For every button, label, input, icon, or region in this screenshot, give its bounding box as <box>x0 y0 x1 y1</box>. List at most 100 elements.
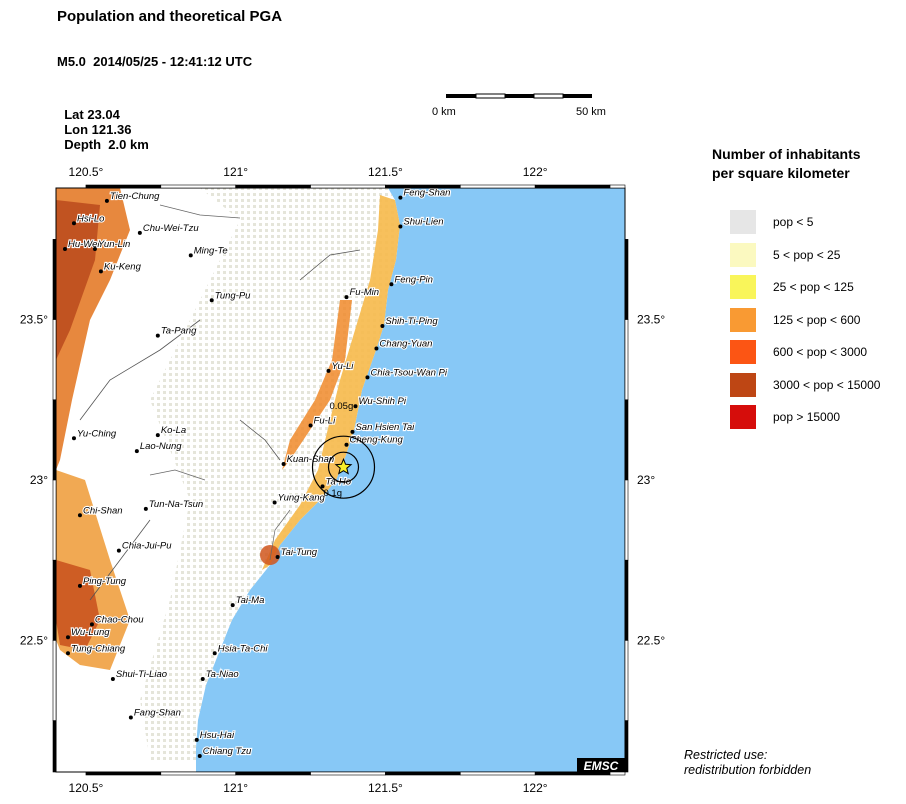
river-lines <box>79 249 361 601</box>
city-label: Tai-Tung <box>281 547 318 558</box>
frame-segment <box>459 771 536 776</box>
rift-valley-population <box>282 300 352 470</box>
frame-segment <box>160 184 236 189</box>
city-marker <box>77 513 82 518</box>
frame-segment <box>459 184 536 189</box>
city-label: Chia-Jui-Pu <box>122 541 172 552</box>
legend-label: 25 < pop < 125 <box>773 280 854 294</box>
city-marker <box>143 506 148 511</box>
scale-left-label: 0 km <box>432 106 456 118</box>
population-map[interactable]: Tien-Chung Hsi-Lo Chu-Wei-Tzu Hu-WeiYun-Lin… <box>0 0 680 804</box>
city-marker <box>71 436 76 441</box>
city-label: Wu-Lung <box>71 627 110 638</box>
frame-segment <box>235 771 311 776</box>
legend-label: pop < 5 <box>773 215 814 229</box>
city-marker <box>353 404 358 409</box>
axis-tick-label: 121.5° <box>368 781 403 795</box>
scale-bar: 0 km 50 km <box>432 93 606 118</box>
frame-segment <box>624 479 629 561</box>
city-marker <box>134 449 139 454</box>
emsc-logo: EMSC <box>584 759 619 773</box>
frame-segment <box>52 559 57 641</box>
city-label: Yung-Kang <box>278 492 326 503</box>
legend-label: 125 < pop < 600 <box>773 312 861 327</box>
city-label: Tun-Na-Tsun <box>149 499 203 510</box>
axis-tick-label: 120.5° <box>69 165 104 179</box>
legend-swatch <box>730 340 756 364</box>
axis-tick-label: 23.5° <box>637 313 665 327</box>
city-label: Ta-Niao <box>206 669 239 680</box>
city-marker <box>398 224 403 229</box>
city-label: Yu-Ching <box>77 428 117 439</box>
longitude: Lon 121.36 <box>64 122 132 137</box>
city-label: Shih-Ti-Ping <box>385 316 438 327</box>
city-marker <box>350 429 355 434</box>
county-boundary-lines <box>149 204 291 561</box>
city-label: Tien-Chung <box>110 191 160 202</box>
city-label: Feng-Shan <box>403 188 450 199</box>
latitude: Lat 23.04 <box>64 107 120 122</box>
city-markers: Tien-Chung Hsi-Lo Chu-Wei-Tzu Hu-WeiYun-Lin… <box>62 188 452 758</box>
city-label: Chi-Shan <box>83 505 123 516</box>
city-marker <box>116 548 121 553</box>
depth: Depth 2.0 km <box>64 137 149 152</box>
legend-swatch <box>730 210 756 234</box>
legend-swatch <box>730 307 756 332</box>
city-marker <box>374 346 379 351</box>
frame-segment <box>624 720 629 773</box>
city-marker <box>275 555 280 560</box>
city-marker <box>365 375 370 380</box>
city-label: Tung-Chiang <box>71 643 126 654</box>
legend-label: 3000 < pop < 15000 <box>773 377 881 392</box>
city-label: Hsi-Lo <box>77 213 104 224</box>
frame-segment <box>310 184 386 189</box>
frame-segment <box>624 399 629 481</box>
city-label: Chao-Chou <box>95 614 144 625</box>
map-title: Population and theoretical PGA <box>57 8 283 25</box>
city-label: Wu-Shih Pi <box>358 396 406 407</box>
low-population-texture <box>140 188 400 760</box>
pga-label-0-1g: 0.1g <box>323 488 342 499</box>
frame-segment <box>52 319 57 401</box>
legend-title-line1: Number of inhabitants <box>712 146 861 162</box>
south-plain-population-dense <box>56 560 100 650</box>
taitung-city-population <box>260 545 280 565</box>
legend-swatch <box>730 242 756 267</box>
axis-tick-label: 121.5° <box>368 165 403 179</box>
city-marker <box>398 195 403 200</box>
city-label: Fang-Shan <box>134 707 181 718</box>
city-label: Yun-Lin <box>98 239 130 250</box>
city-label: Tung-Pu <box>215 290 251 301</box>
west-plain-population-dense <box>56 200 100 360</box>
legend-label: 5 < pop < 25 <box>773 247 841 262</box>
city-marker <box>77 583 82 588</box>
event-info: M5.0 2014/05/25 - 12:41:12 UTC <box>57 54 253 69</box>
city-marker <box>65 635 70 640</box>
city-marker <box>380 323 385 328</box>
legend-swatch <box>730 275 756 299</box>
frame-segment <box>609 184 626 189</box>
city-marker <box>110 676 115 681</box>
city-marker <box>197 753 202 758</box>
city-label: Hsia-Ta-Chi <box>218 643 269 654</box>
city-label: Shui-Lien <box>403 217 443 228</box>
city-marker <box>98 269 103 274</box>
legend-swatch <box>730 405 756 429</box>
city-marker <box>320 484 325 489</box>
city-label: Ming-Te <box>194 245 228 256</box>
city-label: Cheng-Kung <box>349 435 403 446</box>
frame-segment <box>534 771 611 776</box>
city-marker <box>272 500 277 505</box>
axis-tick-label: 121° <box>223 781 248 795</box>
frame-segment <box>85 184 162 189</box>
frame-segment <box>52 479 57 561</box>
city-marker <box>344 442 349 447</box>
frame-segment <box>52 239 57 320</box>
city-label: Yu-Li <box>332 361 355 372</box>
city-marker <box>308 423 313 428</box>
city-label: Chia-Tsou-Wan Pi <box>370 367 447 378</box>
city-marker <box>389 282 394 287</box>
map-frame-ticks <box>52 184 629 776</box>
city-label: Shui-Ti-Liao <box>116 669 167 680</box>
legend-label: pop > 15000 <box>773 410 841 424</box>
